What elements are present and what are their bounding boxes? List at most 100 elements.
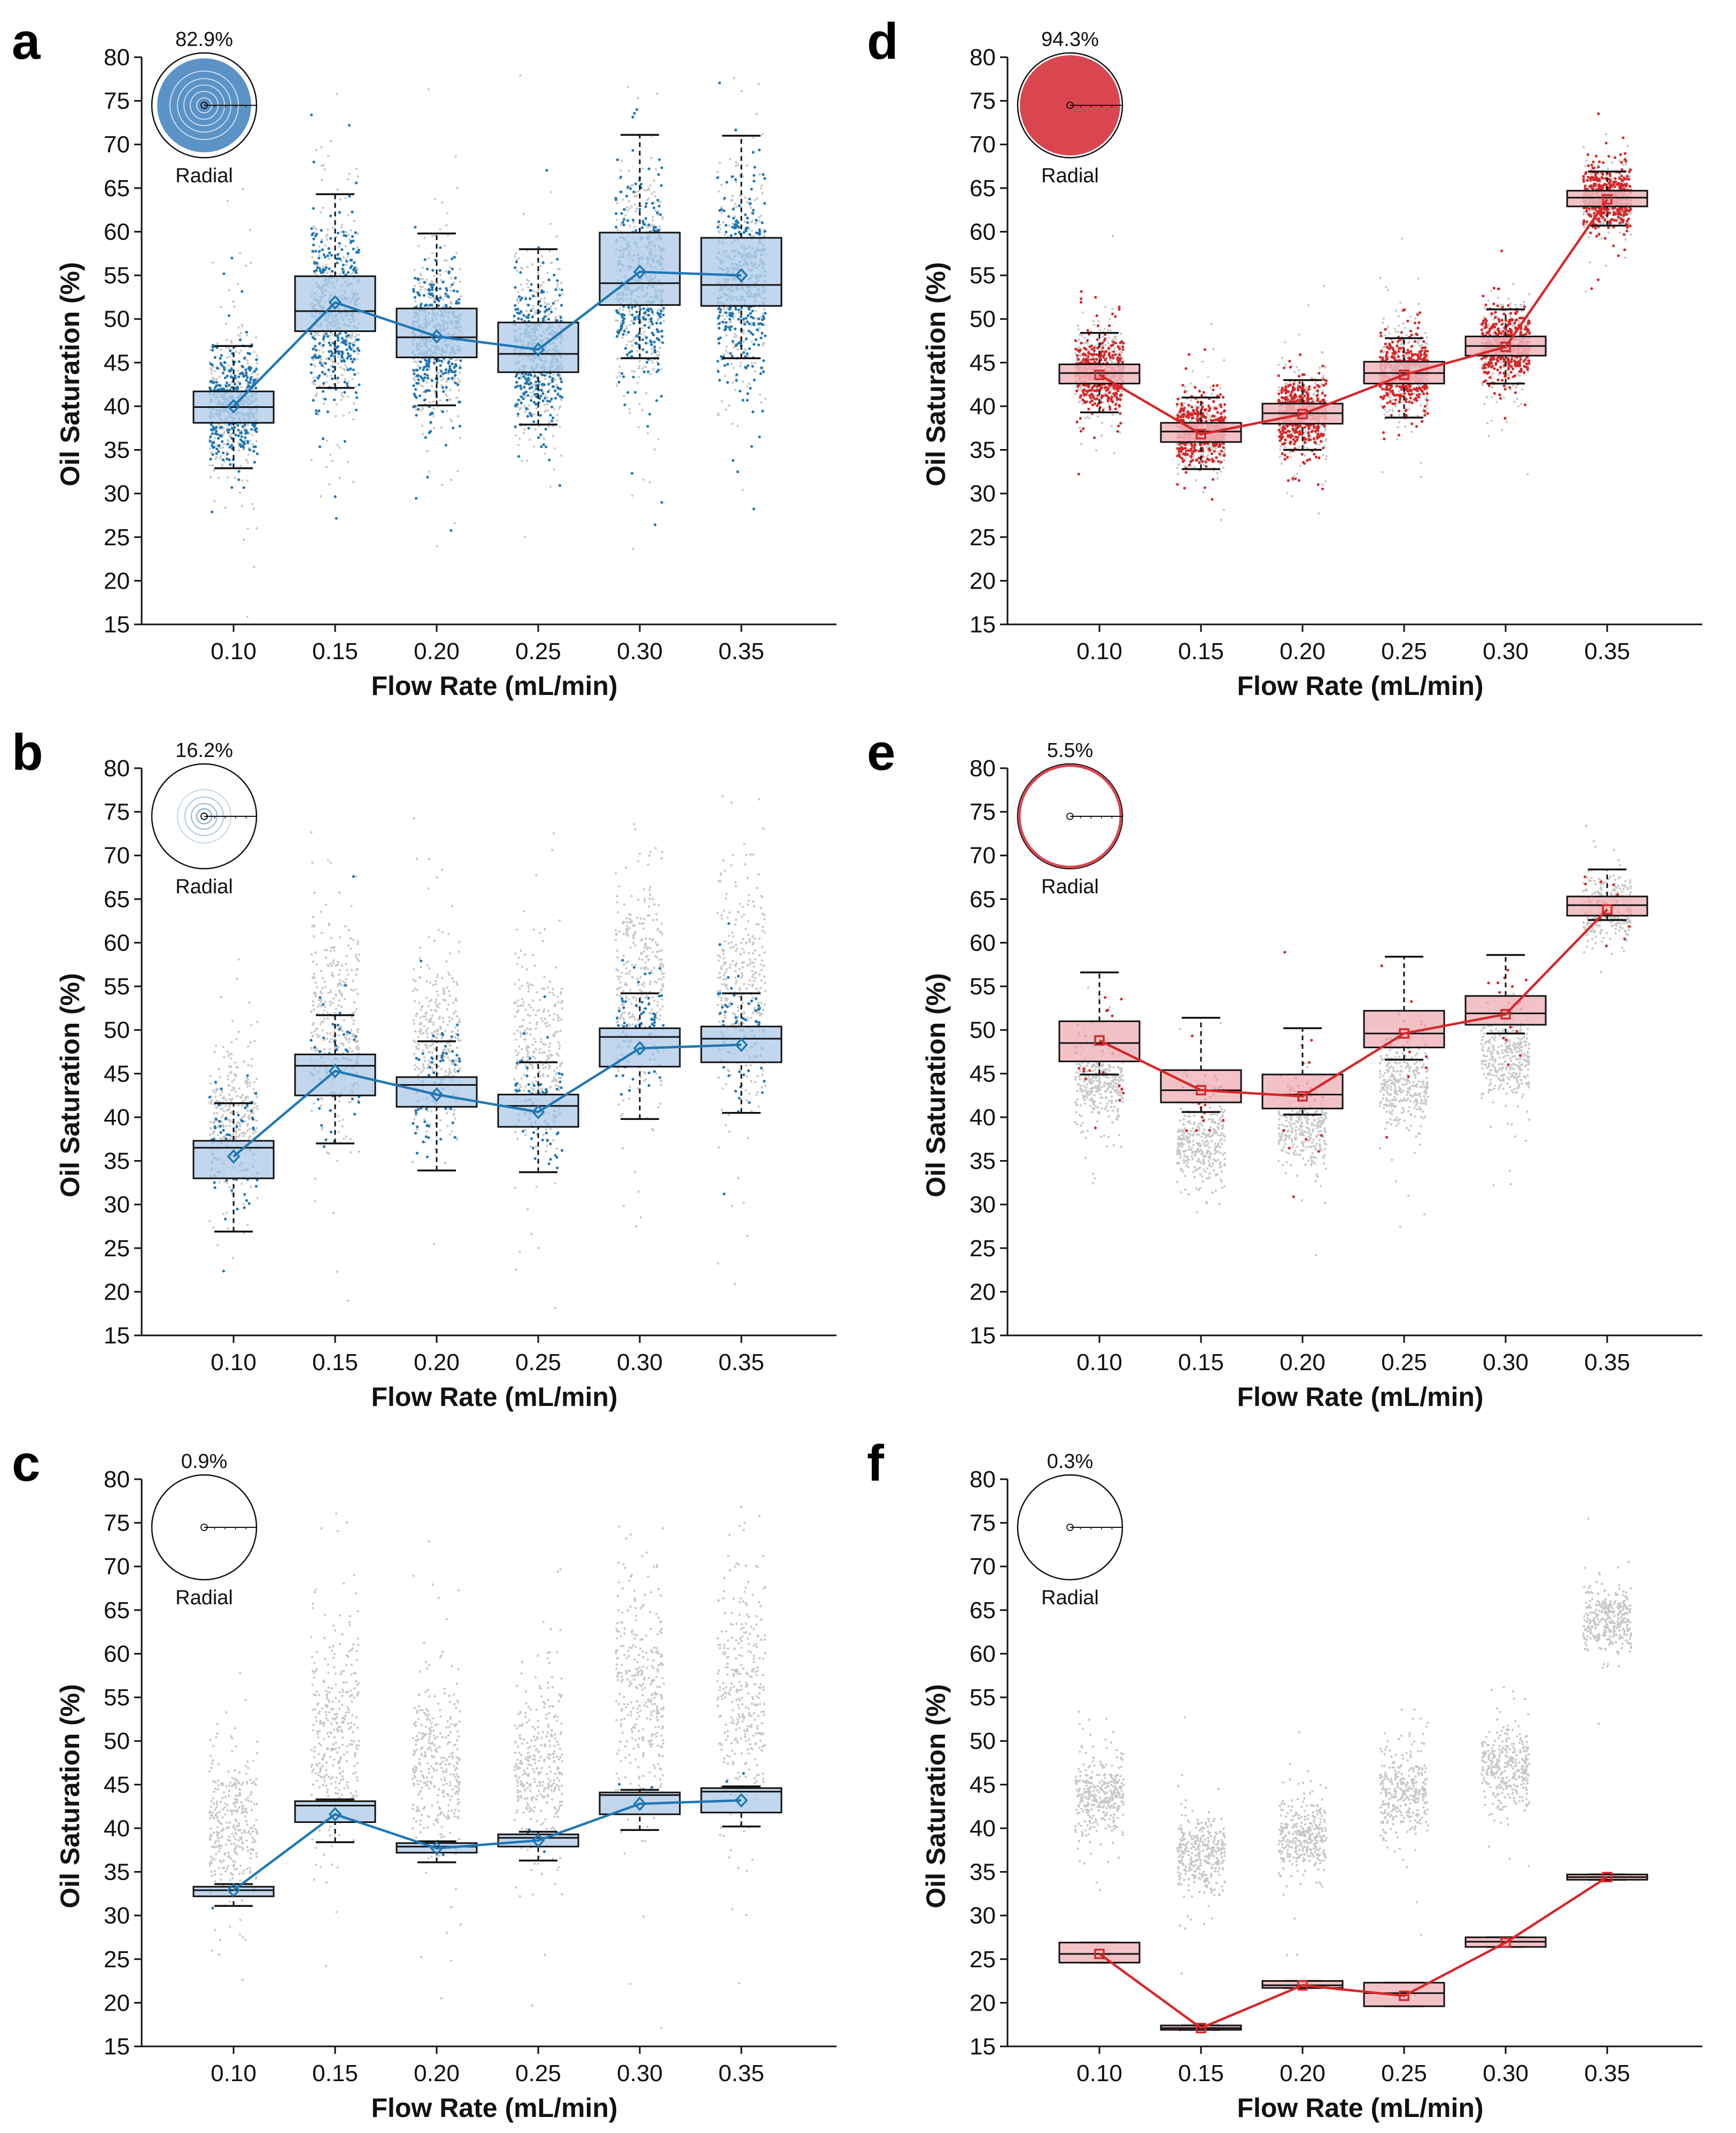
gray-point [352,979,354,982]
gray-point [530,378,532,381]
gray-point [638,376,640,378]
data-point [733,327,737,331]
data-point [514,425,517,429]
gray-point [246,359,249,362]
gray-point [229,381,232,384]
data-point [548,458,551,461]
gray-point [256,377,259,380]
gray-point [224,1124,227,1127]
data-point [718,378,721,382]
data-point [723,364,726,367]
data-point [444,292,447,296]
gray-point [249,1041,252,1044]
gray-point [231,1257,234,1259]
box-0.10 [192,345,275,469]
data-point [353,266,356,269]
gray-point [761,184,763,187]
gray-point [413,360,416,363]
data-point [635,108,639,111]
gray-point [547,313,551,315]
data-point [614,197,617,200]
gray-point [544,452,547,455]
data-point [635,310,638,314]
gray-point [521,288,524,291]
gray-point [723,318,726,321]
gray-point [340,374,343,376]
data-point [324,362,327,365]
gray-point [748,382,751,385]
data-point [226,457,229,461]
gray-point [219,457,221,460]
data-point [354,269,358,273]
data-point [520,387,523,390]
gray-point [552,435,554,438]
data-point [211,453,214,456]
gray-point [755,112,758,115]
gray-point [419,288,422,291]
gray-point [423,236,426,239]
gray-point [634,191,638,194]
gray-point [331,333,334,336]
gray-point [254,1102,257,1106]
gray-point [246,423,249,427]
data-point [316,376,320,380]
data-point [647,167,650,171]
gray-point [655,168,657,171]
x-tick-label: 0.20 [414,638,460,664]
gray-point [237,283,239,285]
gray-point [450,478,453,481]
gray-point [528,280,530,282]
gray-point [653,179,656,182]
gray-point [226,1109,229,1112]
data-point [441,372,445,375]
data-point [418,366,422,369]
gray-point [337,963,339,965]
data-point [751,212,755,215]
gray-point [456,187,459,190]
gray-point [212,376,214,379]
gray-point [232,1078,236,1081]
gray-point [528,438,531,441]
gray-point [553,378,556,381]
gray-point [224,423,227,426]
box-0.15 [294,193,376,389]
gray-point [320,164,323,167]
gray-point [732,346,735,349]
data-point [622,218,626,221]
data-point [650,343,653,346]
data-point [647,223,650,227]
data-point [319,269,322,273]
gray-point [245,264,247,267]
gray-point [730,362,733,365]
data-point [417,378,420,381]
gray-point [313,1049,316,1052]
gray-point [229,1057,232,1060]
data-point [738,390,742,393]
gray-point [241,375,243,378]
gray-point [326,238,329,241]
data-point [314,250,317,253]
gray-point [229,1119,231,1122]
gray-point [441,201,444,204]
data-point [751,310,754,313]
data-point [332,398,336,401]
gray-point [420,409,422,412]
gray-point [764,397,766,400]
gray-point [322,206,324,209]
data-point [255,427,258,430]
data-point [439,369,443,373]
gray-point [217,423,220,426]
data-point [514,266,517,269]
x-tick-label: 0.15 [312,638,358,664]
gray-point [312,376,315,379]
data-point [532,400,536,404]
data-point [440,359,443,362]
data-point [328,341,331,344]
data-point [346,368,350,372]
gray-point [329,862,332,864]
gray-point [212,261,214,264]
data-point [329,354,333,358]
gray-point [735,181,738,183]
gray-point [212,1122,215,1124]
